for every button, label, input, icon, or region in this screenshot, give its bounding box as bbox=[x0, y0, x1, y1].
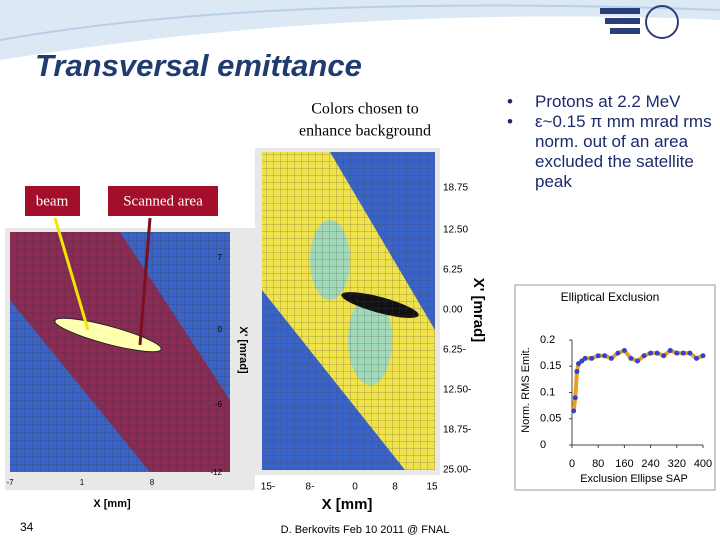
data-point bbox=[608, 355, 614, 361]
data-point bbox=[621, 348, 627, 353]
image-tick-label: -6 bbox=[215, 400, 223, 409]
data-point bbox=[589, 355, 595, 361]
image-tick-label: 0.00 bbox=[443, 305, 463, 316]
x-tick-label: 80 bbox=[592, 458, 604, 470]
plot-title: Elliptical Exclusion bbox=[561, 290, 660, 304]
image-tick-label: 25.00- bbox=[443, 465, 471, 476]
x-tick-label: 240 bbox=[641, 458, 659, 470]
header-curve bbox=[0, 4, 720, 41]
image-axis-label: X' [mrad] bbox=[470, 278, 487, 342]
image-tick-label: 0 bbox=[352, 482, 358, 493]
image-tick-label: -12 bbox=[210, 468, 222, 477]
image-tick-label: 6.25- bbox=[443, 345, 466, 356]
scanned-label: Scanned area bbox=[123, 193, 203, 209]
caption-line: enhance background bbox=[299, 123, 431, 140]
x-tick-label: 0 bbox=[569, 458, 575, 470]
page-number: 34 bbox=[20, 520, 34, 534]
y-tick-label: 0.1 bbox=[540, 386, 555, 398]
slide-title: Transversal emittance bbox=[35, 48, 362, 83]
image-tick-label: 12.50- bbox=[443, 385, 471, 396]
image-axis-label: X [mm] bbox=[322, 496, 373, 513]
image-tick-label: 8 bbox=[392, 482, 398, 493]
data-point bbox=[654, 350, 660, 356]
bullet-list: Protons at 2.2 MeV ε~0.15 π mm mrad rms … bbox=[505, 92, 715, 192]
scanned-label-box bbox=[108, 186, 218, 216]
y-tick-label: 0.15 bbox=[540, 360, 561, 372]
image-tick-label: 18.75- bbox=[443, 425, 471, 436]
data-point bbox=[700, 353, 706, 359]
data-point bbox=[635, 358, 640, 364]
x-tick-label: 400 bbox=[694, 458, 712, 470]
image-tick-label: 6.25 bbox=[443, 265, 463, 276]
y-tick-label: 0 bbox=[540, 439, 546, 451]
beam-label-box bbox=[25, 186, 80, 216]
data-point bbox=[572, 395, 578, 401]
bullet: Protons at 2.2 MeV bbox=[505, 92, 715, 112]
data-point bbox=[674, 350, 680, 356]
data-point bbox=[571, 408, 577, 414]
image-tick-label: 8 bbox=[150, 478, 155, 487]
bullet: ε~0.15 π mm mrad rms norm. out of an are… bbox=[505, 112, 715, 192]
header-band bbox=[0, 0, 720, 60]
image-axis-label: X [mm] bbox=[93, 498, 131, 510]
footer: D. Berkovits Feb 10 2011 @ FNAL bbox=[281, 524, 450, 536]
x-tick-label: 320 bbox=[668, 458, 686, 470]
data-point bbox=[680, 350, 686, 356]
data-point bbox=[693, 355, 699, 361]
left-image bbox=[5, 228, 255, 490]
y-tick-label: 0.2 bbox=[540, 334, 555, 346]
beam-arrow bbox=[53, 217, 90, 331]
data-point bbox=[648, 350, 654, 356]
image-tick-label: 7 bbox=[218, 253, 223, 262]
image-axis-label: X' [mrad] bbox=[237, 326, 249, 374]
data-point bbox=[641, 353, 647, 359]
image-tick-label: -7 bbox=[6, 478, 14, 487]
plot-axis-label: Exclusion Ellipse SAP bbox=[580, 473, 688, 485]
data-point bbox=[661, 353, 667, 359]
y-tick-label: 0.05 bbox=[540, 413, 561, 425]
data-point bbox=[574, 369, 580, 374]
image-tick-label: 12.50 bbox=[443, 225, 468, 236]
caption-line: Colors chosen to bbox=[311, 101, 419, 118]
data-point bbox=[687, 350, 693, 356]
plot-axis-label: Norm. RMS Emit. bbox=[520, 347, 532, 433]
image-tick-label: 18.75 bbox=[443, 183, 468, 194]
data-point bbox=[602, 353, 608, 359]
middle-image bbox=[255, 148, 440, 475]
scan-arrow bbox=[138, 217, 152, 346]
data-point bbox=[582, 355, 588, 361]
logo bbox=[600, 5, 679, 39]
beam-label: beam bbox=[36, 193, 69, 209]
image-tick-label: 8- bbox=[306, 482, 315, 493]
data-point bbox=[628, 355, 634, 361]
plot-frame bbox=[514, 284, 716, 491]
image-tick-label: 1 bbox=[80, 478, 85, 487]
data-point bbox=[595, 353, 601, 359]
x-tick-label: 160 bbox=[615, 458, 633, 470]
image-tick-label: 15- bbox=[261, 482, 275, 493]
image-tick-label: 0 bbox=[218, 325, 223, 334]
image-tick-label: 15 bbox=[426, 482, 438, 493]
data-point bbox=[615, 350, 621, 356]
data-point bbox=[667, 348, 673, 353]
